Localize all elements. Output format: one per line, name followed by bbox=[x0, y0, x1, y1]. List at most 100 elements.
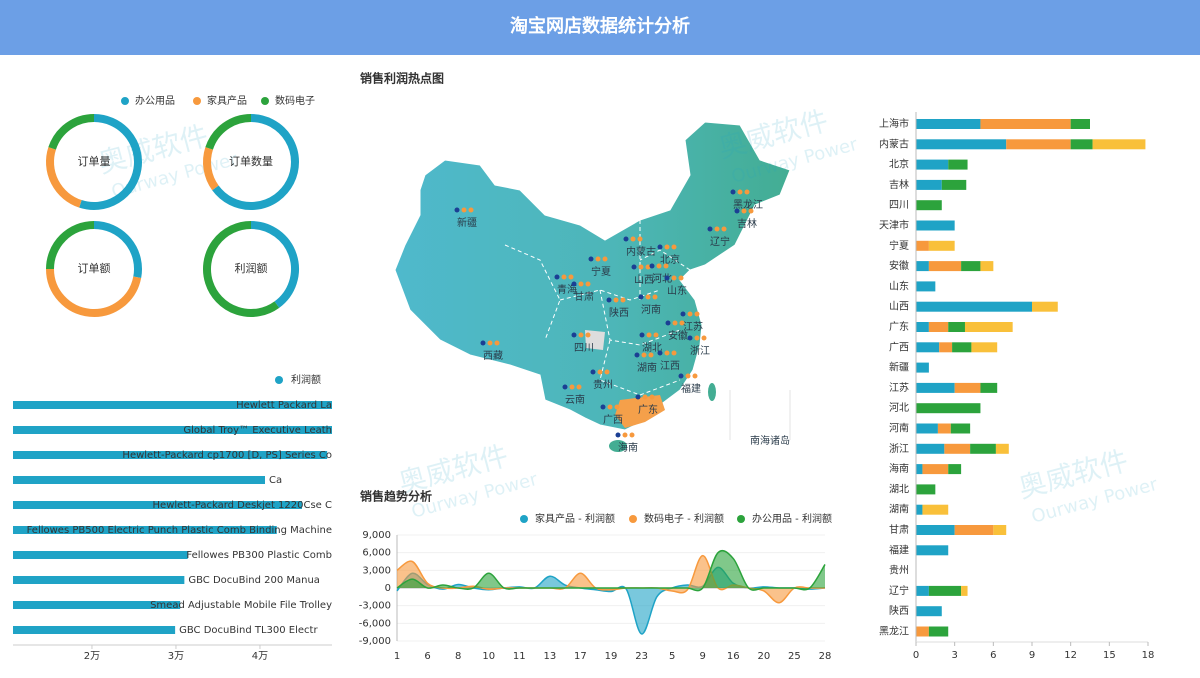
bar-segment bbox=[916, 464, 923, 475]
map-borders bbox=[504, 220, 691, 396]
bar-segment bbox=[916, 200, 942, 211]
x-tick-label: 9 bbox=[1029, 650, 1035, 661]
bar-segment bbox=[1032, 301, 1058, 312]
bar-label: Hewlett-Packard Deskjet 1220Cse C bbox=[153, 500, 333, 511]
region-label: 福建 bbox=[681, 382, 701, 395]
y-tick-label: 吉林 bbox=[889, 178, 909, 191]
bar-segment bbox=[970, 443, 996, 454]
map-dot bbox=[568, 274, 574, 280]
y-tick-label: 北京 bbox=[889, 158, 909, 171]
map-dot bbox=[630, 236, 636, 242]
map-dot bbox=[641, 352, 647, 358]
x-tick-label: 16 bbox=[727, 651, 740, 662]
map-dot bbox=[588, 256, 594, 262]
map-dot bbox=[680, 311, 686, 317]
map-dot bbox=[648, 352, 654, 358]
legend-swatch bbox=[261, 97, 269, 105]
map-dot bbox=[646, 332, 652, 338]
map-dot bbox=[687, 335, 693, 341]
donut-segment bbox=[93, 221, 142, 278]
bar-segment bbox=[948, 159, 968, 170]
map-dot bbox=[585, 281, 591, 287]
donut-segment bbox=[212, 114, 299, 210]
bar bbox=[13, 501, 302, 509]
bar-segment bbox=[916, 301, 1032, 312]
chart-title: 销售趋势分析 bbox=[360, 489, 432, 504]
bar-segment bbox=[948, 464, 962, 475]
x-tick-label: 11 bbox=[513, 651, 526, 662]
donut-segment bbox=[203, 221, 280, 317]
x-tick-label: 10 bbox=[482, 651, 495, 662]
y-tick-label: 山东 bbox=[889, 279, 909, 292]
region-label: 安徽 bbox=[668, 329, 688, 342]
bar-segment bbox=[916, 240, 929, 251]
bar-segment bbox=[1092, 139, 1146, 150]
region-label: 浙江 bbox=[690, 345, 710, 357]
bar-label: Smead Adjustable Mobile File Trolley bbox=[150, 600, 332, 611]
x-tick-label: 1 bbox=[394, 651, 400, 662]
bar-segment bbox=[993, 525, 1007, 535]
y-tick-label: 黑龙江 bbox=[879, 625, 909, 638]
map-dot bbox=[576, 384, 582, 390]
bar-segment bbox=[916, 504, 923, 515]
x-tick-label: 15 bbox=[1103, 650, 1116, 661]
donut-segment bbox=[205, 114, 252, 150]
bar-segment bbox=[916, 362, 929, 373]
map-dot bbox=[578, 281, 584, 287]
y-tick-label: 河南 bbox=[889, 422, 909, 435]
bar-segment bbox=[916, 382, 955, 393]
y-tick-label: 宁夏 bbox=[889, 239, 909, 252]
bar-segment bbox=[995, 443, 1009, 454]
bar-label: Ca bbox=[269, 475, 282, 486]
map-dot bbox=[613, 297, 619, 303]
x-tick-label: 17 bbox=[574, 651, 587, 662]
map-dot bbox=[604, 369, 610, 375]
x-tick-label: 8 bbox=[455, 651, 461, 662]
bar-segment bbox=[954, 525, 994, 535]
map-dot bbox=[623, 236, 629, 242]
bar-segment bbox=[916, 585, 929, 596]
bar-segment bbox=[948, 322, 965, 332]
bar-segment bbox=[928, 261, 962, 272]
bar-segment bbox=[961, 585, 968, 596]
region-label: 辽宁 bbox=[710, 235, 730, 248]
legend-label: 家具产品 bbox=[207, 94, 247, 107]
region-label: 云南 bbox=[565, 393, 585, 406]
map-dot bbox=[685, 373, 691, 379]
donut-segment bbox=[79, 114, 142, 210]
map-dot bbox=[635, 394, 641, 400]
region-label: 南海诸岛 bbox=[750, 434, 790, 447]
bar bbox=[13, 626, 176, 634]
bar bbox=[13, 526, 277, 534]
region-label: 海南 bbox=[618, 441, 638, 454]
bar bbox=[13, 426, 332, 434]
bar-segment bbox=[961, 261, 981, 272]
region-label: 湖北 bbox=[642, 342, 662, 354]
map-dot bbox=[721, 226, 727, 232]
x-tick-label: 2万 bbox=[84, 651, 100, 662]
map-dot bbox=[645, 264, 651, 270]
map-dot bbox=[653, 332, 659, 338]
donut-segment bbox=[46, 221, 95, 270]
donut-label: 订单量 bbox=[78, 155, 111, 168]
y-tick-label: 3,000 bbox=[362, 565, 391, 576]
map-inset bbox=[729, 390, 791, 440]
map-dot bbox=[638, 294, 644, 300]
bar-label: GBC DocuBind TL300 Electr bbox=[179, 625, 318, 636]
map-dot bbox=[678, 275, 684, 281]
y-tick-label: -3,000 bbox=[359, 601, 391, 612]
bar-segment bbox=[922, 464, 949, 475]
map-dot bbox=[671, 350, 677, 356]
y-tick-label: 0 bbox=[385, 583, 391, 594]
map-island bbox=[708, 383, 716, 401]
map-dot bbox=[634, 352, 640, 358]
bar-segment bbox=[916, 261, 929, 272]
y-tick-label: 湖南 bbox=[889, 503, 909, 516]
bar-label: Hewlett-Packard cp1700 [D, PS] Series Co bbox=[122, 450, 332, 461]
map-dot bbox=[664, 350, 670, 356]
bar-segment bbox=[916, 484, 936, 495]
x-tick-label: 3 bbox=[951, 650, 957, 661]
x-tick-label: 12 bbox=[1064, 650, 1077, 661]
bar-segment bbox=[950, 423, 971, 434]
map-dot bbox=[629, 432, 635, 438]
